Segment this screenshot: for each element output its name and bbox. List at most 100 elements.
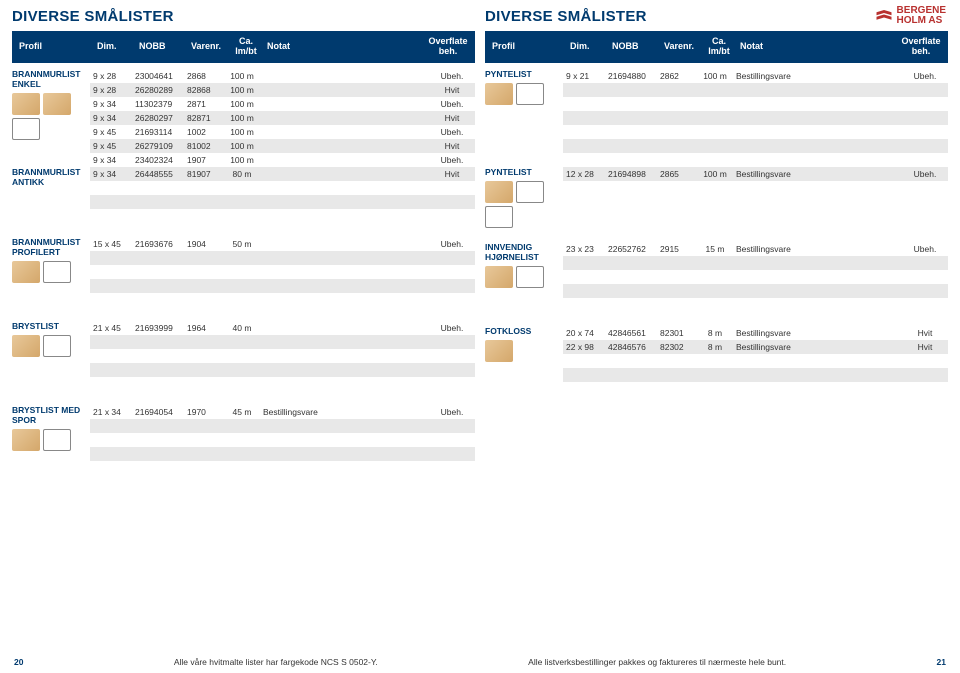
cell: Bestillingsvare	[733, 71, 902, 81]
cell: 2862	[657, 71, 697, 81]
profile-name: PYNTELIST	[485, 167, 559, 177]
cell: 50 m	[224, 239, 260, 249]
cell: Ubeh.	[429, 155, 475, 165]
table-header: ProfilDim.NOBBVarenr.Ca. lm/btNotatOverf…	[12, 31, 475, 63]
cell: 9 x 34	[90, 113, 132, 123]
column-header: Dim.	[94, 40, 136, 54]
cell: 26280297	[132, 113, 184, 123]
cell: 100 m	[224, 141, 260, 151]
table-row	[90, 293, 475, 307]
column-header: Overflate beh.	[898, 35, 944, 59]
cell: 42846561	[605, 328, 657, 338]
wood-thumbnail	[485, 181, 513, 203]
cell: Hvit	[429, 85, 475, 95]
table-row	[90, 433, 475, 447]
cell: 82868	[184, 85, 224, 95]
product-section: FOTKLOSS 20 x 7442846561823018 mBestillin…	[485, 326, 948, 396]
table-row: 9 x 28230046412868100 mUbeh.	[90, 69, 475, 83]
cell: 8 m	[697, 342, 733, 352]
profile-name: INNVENDIG HJØRNELIST	[485, 242, 559, 262]
cell: 21694054	[132, 407, 184, 417]
cell: 100 m	[224, 155, 260, 165]
profile-name: PYNTELIST	[485, 69, 559, 79]
table-row: 12 x 28216948982865100 mBestillingsvareU…	[563, 167, 948, 181]
table-row	[90, 209, 475, 223]
cell: Ubeh.	[429, 323, 475, 333]
cell: 1904	[184, 239, 224, 249]
cell: Bestillingsvare	[733, 328, 902, 338]
table-row	[90, 335, 475, 349]
table-row	[563, 270, 948, 284]
cell: 100 m	[697, 71, 733, 81]
column-header: NOBB	[609, 40, 661, 54]
cell: 15 x 45	[90, 239, 132, 249]
brand-logo: BERGENE HOLM AS	[875, 6, 946, 26]
table-row	[563, 256, 948, 270]
cell: 21694898	[605, 169, 657, 179]
profile-shape-icon	[485, 206, 513, 228]
cell: 21 x 45	[90, 323, 132, 333]
cell: 100 m	[224, 71, 260, 81]
table-row	[90, 195, 475, 209]
table-row	[90, 447, 475, 461]
cell: 81002	[184, 141, 224, 151]
cell: 9 x 45	[90, 141, 132, 151]
page-number-left: 20	[14, 657, 23, 667]
profile-shape-icon	[516, 181, 544, 203]
table-row	[563, 111, 948, 125]
cell: 22 x 98	[563, 342, 605, 352]
table-row	[563, 382, 948, 396]
column-header: Profil	[489, 40, 567, 54]
wood-thumbnail	[12, 93, 40, 115]
wood-thumbnail	[12, 335, 40, 357]
table-header: ProfilDim.NOBBVarenr.Ca. lm/btNotatOverf…	[485, 31, 948, 63]
cell: 21693114	[132, 127, 184, 137]
cell: Hvit	[429, 141, 475, 151]
profile-name: BRYSTLIST	[12, 321, 86, 331]
table-row: 23 x 2322652762291515 mBestillingsvareUb…	[563, 242, 948, 256]
cell: 9 x 21	[563, 71, 605, 81]
cell: 23402324	[132, 155, 184, 165]
table-row: 20 x 7442846561823018 mBestillingsvareHv…	[563, 326, 948, 340]
cell: 9 x 28	[90, 71, 132, 81]
cell: 23004641	[132, 71, 184, 81]
table-row	[90, 419, 475, 433]
table-row	[563, 354, 948, 368]
product-section: BRANNMURLIST ANTIKK9 x 34264485558190780…	[12, 167, 475, 223]
cell: 9 x 34	[90, 99, 132, 109]
cell: 45 m	[224, 407, 260, 417]
cell: Hvit	[429, 113, 475, 123]
cell: 82302	[657, 342, 697, 352]
table-row	[90, 279, 475, 293]
cell: 2871	[184, 99, 224, 109]
product-section: BRANNMURLIST ENKEL 9 x 28230046412868100 …	[12, 69, 475, 167]
cell: Ubeh.	[902, 71, 948, 81]
table-row: 9 x 45216931141002100 mUbeh.	[90, 125, 475, 139]
cell: 80 m	[224, 169, 260, 179]
wood-thumbnail	[485, 83, 513, 105]
cell: 12 x 28	[563, 169, 605, 179]
cell: 100 m	[224, 113, 260, 123]
cell: 21694880	[605, 71, 657, 81]
column-header: Overflate beh.	[425, 35, 471, 59]
table-row: 9 x 342628029782871100 mHvit	[90, 111, 475, 125]
wood-thumbnail	[43, 93, 71, 115]
table-row	[90, 363, 475, 377]
product-section: BRYSTLIST21 x 4521693999196440 mUbeh.	[12, 321, 475, 391]
column-header: Notat	[264, 40, 425, 54]
cell: 15 m	[697, 244, 733, 254]
table-row	[90, 181, 475, 195]
cell: 2915	[657, 244, 697, 254]
page-number-right: 21	[937, 657, 946, 667]
cell: Hvit	[902, 342, 948, 352]
cell: 100 m	[224, 85, 260, 95]
product-section: PYNTELIST 9 x 21216948802862100 mBestilli…	[485, 69, 948, 167]
cell: Ubeh.	[429, 407, 475, 417]
table-row	[90, 251, 475, 265]
table-row	[90, 349, 475, 363]
cell: 100 m	[224, 99, 260, 109]
profile-name: BRANNMURLIST ANTIKK	[12, 167, 86, 187]
profile-name: FOTKLOSS	[485, 326, 559, 336]
product-section: BRANNMURLIST PROFILERT15 x 4521693676190…	[12, 237, 475, 307]
profile-name: BRANNMURLIST ENKEL	[12, 69, 86, 89]
